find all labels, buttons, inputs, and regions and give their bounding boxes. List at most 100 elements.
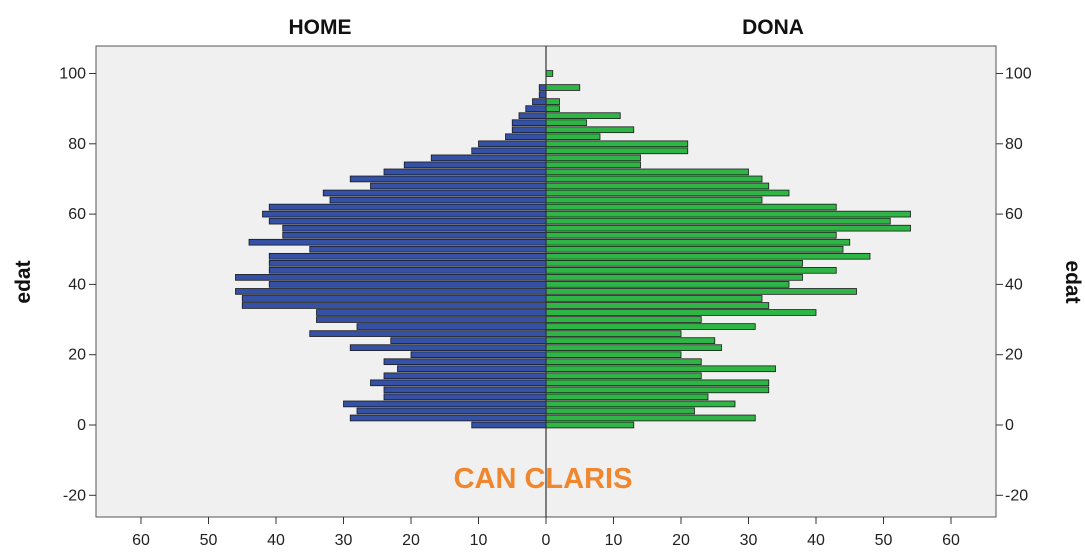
dona-bar-age-64 bbox=[545, 196, 763, 204]
dona-bar-age-36 bbox=[545, 295, 763, 302]
dona-bar-age-4 bbox=[545, 407, 695, 415]
home-bar-age-58 bbox=[268, 217, 547, 225]
y-tick-label-right: 40 bbox=[1005, 276, 1023, 293]
x-tick-label-left: 40 bbox=[267, 532, 285, 549]
dona-bar-age-60 bbox=[545, 210, 911, 218]
home-bar-age-64 bbox=[329, 196, 547, 204]
home-bar-age-52 bbox=[248, 238, 547, 246]
x-tick-label-left: 10 bbox=[470, 532, 488, 549]
dona-bar-age-68 bbox=[545, 182, 770, 190]
dona-bar-age-46 bbox=[545, 259, 803, 267]
dona-bar-age-62 bbox=[545, 203, 837, 211]
dona-bar-age-86 bbox=[545, 119, 587, 127]
x-tick-label-right: 60 bbox=[942, 532, 960, 549]
dona-bar-age-70 bbox=[545, 175, 763, 183]
home-bar-age-42 bbox=[235, 274, 547, 281]
home-bar-age-48 bbox=[268, 252, 547, 260]
home-bar-age-86 bbox=[511, 119, 547, 127]
home-bar-age-66 bbox=[322, 189, 547, 197]
dona-bar-age-54 bbox=[545, 231, 837, 239]
dona-bar-age-10 bbox=[545, 386, 770, 394]
dona-bar-age-14 bbox=[545, 372, 702, 380]
chart-annotation: CAN CLARIS bbox=[454, 463, 633, 495]
dona-bar-age-52 bbox=[545, 238, 851, 246]
y-tick-label-right: 0 bbox=[1005, 417, 1014, 434]
dona-bar-age-26 bbox=[545, 330, 682, 337]
dona-bar-age-66 bbox=[545, 189, 790, 197]
home-bar-age-46 bbox=[268, 259, 547, 267]
home-bar-age-92 bbox=[532, 98, 547, 105]
y-tick-label-left: 0 bbox=[77, 417, 86, 434]
home-bar-age-60 bbox=[262, 210, 547, 218]
home-bar-age-88 bbox=[518, 112, 547, 119]
dona-panel-title: DONA bbox=[742, 16, 804, 39]
y-tick-label-left: 20 bbox=[68, 347, 86, 364]
y-tick-label-left: 40 bbox=[68, 276, 86, 293]
home-bar-age-0 bbox=[471, 421, 547, 429]
home-bar-age-16 bbox=[397, 365, 547, 373]
dona-bar-age-6 bbox=[545, 400, 736, 408]
x-tick-label-left: 30 bbox=[335, 532, 353, 549]
y-tick-label-left: 80 bbox=[68, 136, 86, 153]
y-tick-label-right: 60 bbox=[1005, 206, 1023, 223]
dona-bar-age-48 bbox=[545, 252, 871, 260]
y-axis-label-right: edat bbox=[1061, 260, 1084, 303]
dona-bar-age-88 bbox=[545, 112, 621, 119]
home-bar-age-36 bbox=[241, 295, 547, 302]
x-tick-label-right: 0 bbox=[542, 532, 551, 549]
dona-bar-age-40 bbox=[545, 281, 790, 288]
dona-bar-age-8 bbox=[545, 393, 709, 401]
dona-bar-age-72 bbox=[545, 168, 749, 176]
x-tick-label-right: 50 bbox=[875, 532, 893, 549]
y-tick-label-right: 100 bbox=[1005, 66, 1032, 83]
home-bar-age-44 bbox=[268, 267, 547, 274]
home-bar-age-72 bbox=[383, 168, 547, 176]
y-tick-label-right: 80 bbox=[1005, 136, 1023, 153]
y-axis-ticks-right: 100 80 60 40 20 0 -20 bbox=[996, 66, 1032, 504]
y-axis-label-left: edat bbox=[12, 260, 35, 303]
dona-bar-age-76 bbox=[545, 154, 641, 162]
dona-bar-age-96 bbox=[545, 84, 581, 91]
dona-bar-age-50 bbox=[545, 245, 844, 253]
dona-bar-age-84 bbox=[545, 126, 635, 134]
dona-bar-age-30 bbox=[545, 316, 702, 323]
home-bars bbox=[235, 84, 547, 429]
y-tick-label-left: 60 bbox=[68, 206, 86, 223]
home-bar-age-38 bbox=[235, 288, 547, 295]
x-axis-ticks: 60 50 40 30 20 10 0 10 20 30 40 50 60 bbox=[132, 517, 960, 549]
home-bar-age-50 bbox=[309, 245, 547, 253]
dona-bar-age-42 bbox=[545, 274, 803, 281]
dona-bar-age-38 bbox=[545, 288, 857, 295]
dona-bar-age-58 bbox=[545, 217, 891, 225]
dona-bar-age-28 bbox=[545, 323, 756, 330]
home-bar-age-80 bbox=[478, 140, 547, 148]
dona-bar-age-56 bbox=[545, 224, 911, 232]
dona-bar-age-90 bbox=[545, 105, 560, 112]
x-tick-label-left: 50 bbox=[200, 532, 218, 549]
dona-bar-age-74 bbox=[545, 161, 641, 169]
home-bar-age-84 bbox=[511, 126, 547, 134]
dona-bar-age-16 bbox=[545, 365, 776, 373]
y-tick-label-right: -20 bbox=[1005, 487, 1028, 504]
x-tick-label-right: 10 bbox=[605, 532, 623, 549]
home-bar-age-76 bbox=[430, 154, 547, 162]
home-bar-age-40 bbox=[268, 281, 547, 288]
home-bar-age-6 bbox=[343, 400, 547, 408]
home-bar-age-4 bbox=[356, 407, 547, 415]
home-bar-age-28 bbox=[356, 323, 547, 330]
home-bar-age-56 bbox=[282, 224, 547, 232]
dona-bar-age-92 bbox=[545, 98, 560, 105]
home-bar-age-20 bbox=[410, 351, 547, 359]
dona-bar-age-18 bbox=[545, 358, 702, 366]
dona-bar-age-2 bbox=[545, 414, 756, 422]
home-bar-age-96 bbox=[538, 84, 547, 91]
x-tick-label-right: 30 bbox=[740, 532, 758, 549]
home-bar-age-90 bbox=[525, 105, 547, 112]
home-bar-age-12 bbox=[370, 379, 547, 387]
home-bar-age-70 bbox=[349, 175, 547, 183]
home-bar-age-54 bbox=[282, 231, 547, 239]
dona-bar-age-44 bbox=[545, 267, 837, 274]
dona-bar-age-100 bbox=[545, 70, 554, 77]
home-bar-age-14 bbox=[383, 372, 547, 380]
